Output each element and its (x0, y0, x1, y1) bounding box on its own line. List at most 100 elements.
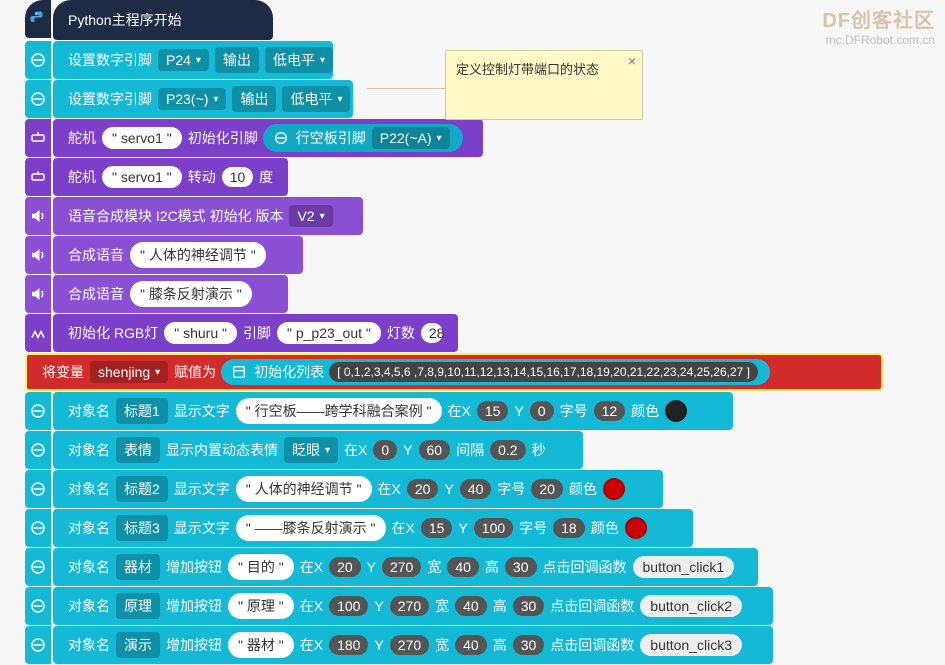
version-dropdown[interactable]: V2▾ (289, 205, 332, 227)
servo-rotate-block[interactable]: 舵机 " servo1 " 转动 10 度 (53, 158, 288, 196)
y-input[interactable]: 40 (460, 479, 492, 499)
block-label: 合成语音 (68, 245, 124, 265)
h-input[interactable]: 30 (513, 596, 545, 616)
object-dropdown[interactable]: 表情 (116, 437, 160, 463)
mode-dropdown[interactable]: 输出 (215, 47, 259, 73)
emoji-dropdown[interactable]: 眨眼▾ (284, 437, 338, 463)
object-dropdown[interactable]: 标题1 (116, 398, 168, 424)
text-input[interactable]: " 行空板——跨学科融合案例 " (236, 398, 442, 424)
x-input[interactable]: 15 (477, 401, 509, 421)
nested-pin-block[interactable]: 行空板引脚 P22(~A)▾ (263, 124, 463, 152)
comment-box[interactable]: × 定义控制灯带端口的状态 (445, 50, 643, 120)
inner-pin-dropdown[interactable]: P22(~A)▾ (372, 127, 450, 149)
w-input[interactable]: 40 (447, 557, 479, 577)
object-dropdown[interactable]: 标题3 (116, 515, 168, 541)
x-input[interactable]: 0 (373, 440, 397, 460)
x-input[interactable]: 20 (407, 479, 439, 499)
object-dropdown[interactable]: 演示 (116, 632, 160, 658)
h-input[interactable]: 30 (513, 635, 545, 655)
y-input[interactable]: 0 (530, 401, 554, 421)
y-input[interactable]: 270 (390, 635, 429, 655)
object-dropdown[interactable]: 标题2 (116, 476, 168, 502)
variable-dropdown[interactable]: shenjing▾ (90, 361, 168, 383)
servo-name-input[interactable]: " servo1 " (102, 166, 182, 188)
speaker-icon (25, 236, 51, 274)
init-list-block[interactable]: 初始化列表 [ 0,1,2,3,4,5,6 ,7,8,9,10,11,12,13… (221, 359, 770, 385)
h-input[interactable]: 30 (505, 557, 537, 577)
block-label: 设置数字引脚 (68, 89, 152, 109)
comment-text: 定义控制灯带端口的状态 (456, 62, 599, 77)
y-input[interactable]: 270 (382, 557, 421, 577)
block-label: 合成语音 (68, 284, 124, 304)
show-emoji-block[interactable]: 对象名 表情 显示内置动态表情 眨眼▾ 在X 0 Y 60 间隔 0.2 秒 (53, 431, 583, 469)
text-input[interactable]: " 人体的神经调节 " (130, 242, 266, 268)
servo-init-block[interactable]: 舵机 " servo1 " 初始化引脚 行空板引脚 P22(~A)▾ (53, 119, 483, 157)
text-input[interactable]: " ——膝条反射演示 " (236, 515, 386, 541)
angle-input[interactable]: 10 (222, 167, 253, 187)
x-input[interactable]: 100 (329, 596, 368, 616)
block-label: 设置数字引脚 (68, 50, 152, 70)
count-input[interactable]: 28 (421, 323, 443, 343)
hat-label: Python主程序开始 (68, 10, 182, 30)
x-input[interactable]: 15 (421, 518, 453, 538)
fontsize-input[interactable]: 20 (531, 479, 563, 499)
show-text-block[interactable]: 对象名 标题3 显示文字 " ——膝条反射演示 " 在X 15 Y 100 字号… (53, 509, 693, 547)
set-digital-pin-block[interactable]: 设置数字引脚 P23(~)▾ 输出 低电平▾ (53, 80, 353, 118)
fontsize-input[interactable]: 12 (594, 401, 626, 421)
y-input[interactable]: 100 (474, 518, 513, 538)
block-label: 初始化 RGB灯 (68, 323, 158, 343)
set-variable-block[interactable]: 将变量 shenjing▾ 赋值为 初始化列表 [ 0,1,2,3,4,5,6 … (25, 353, 883, 391)
tts-speak-block[interactable]: 合成语音 " 人体的神经调节 " (53, 236, 303, 274)
add-button-block[interactable]: 对象名 器材 增加按钮 " 目的 " 在X 20 Y 270 宽 40 高 30… (53, 548, 758, 586)
list-literal[interactable]: [ 0,1,2,3,4,5,6 ,7,8,9,10,11,12,13,14,15… (329, 362, 758, 382)
add-button-block[interactable]: 对象名 演示 增加按钮 " 器材 " 在X 180 Y 270 宽 40 高 3… (53, 626, 773, 664)
hat-block[interactable]: Python主程序开始 (53, 0, 273, 40)
speaker-icon (25, 197, 51, 235)
rgb-init-block[interactable]: 初始化 RGB灯 " shuru " 引脚 " p_p23_out " 灯数 2… (53, 314, 458, 352)
x-input[interactable]: 180 (329, 635, 368, 655)
pin-input[interactable]: " p_p23_out " (277, 322, 381, 344)
pin-icon (25, 41, 51, 79)
show-text-block[interactable]: 对象名 标题1 显示文字 " 行空板——跨学科融合案例 " 在X 15 Y 0 … (53, 392, 733, 430)
ui-icon (25, 470, 51, 508)
close-icon[interactable]: × (628, 53, 636, 69)
callback-input[interactable]: button_click2 (640, 595, 742, 617)
block-label: 转动 (188, 167, 216, 187)
object-dropdown[interactable]: 原理 (116, 593, 160, 619)
text-input[interactable]: " 目的 " (228, 554, 294, 580)
y-input[interactable]: 270 (390, 596, 429, 616)
block-label: 语音合成模块 I2C模式 初始化 版本 (68, 206, 283, 226)
text-input[interactable]: " 器材 " (228, 632, 294, 658)
ui-icon (25, 626, 51, 664)
tts-speak-block[interactable]: 合成语音 " 膝条反射演示 " (53, 275, 288, 313)
object-dropdown[interactable]: 器材 (116, 554, 160, 580)
pin-dropdown[interactable]: P24▾ (158, 49, 209, 71)
w-input[interactable]: 40 (455, 635, 487, 655)
x-input[interactable]: 20 (329, 557, 361, 577)
callback-input[interactable]: button_click1 (633, 556, 735, 578)
color-picker[interactable] (625, 517, 647, 539)
y-input[interactable]: 60 (419, 440, 451, 460)
fontsize-input[interactable]: 18 (553, 518, 585, 538)
servo-icon (25, 158, 51, 196)
w-input[interactable]: 40 (455, 596, 487, 616)
add-button-block[interactable]: 对象名 原理 增加按钮 " 原理 " 在X 100 Y 270 宽 40 高 3… (53, 587, 773, 625)
text-input[interactable]: " 膝条反射演示 " (130, 281, 252, 307)
ui-icon (25, 392, 51, 430)
color-picker[interactable] (603, 478, 625, 500)
interval-input[interactable]: 0.2 (490, 440, 525, 460)
callback-input[interactable]: button_click3 (640, 634, 742, 656)
set-digital-pin-block[interactable]: 设置数字引脚 P24▾ 输出 低电平▾ (53, 41, 333, 79)
tts-init-block[interactable]: 语音合成模块 I2C模式 初始化 版本 V2▾ (53, 197, 363, 235)
text-input[interactable]: " 人体的神经调节 " (236, 476, 372, 502)
text-input[interactable]: " 原理 " (228, 593, 294, 619)
show-text-block[interactable]: 对象名 标题2 显示文字 " 人体的神经调节 " 在X 20 Y 40 字号 2… (53, 470, 663, 508)
pin-dropdown[interactable]: P23(~)▾ (158, 88, 226, 110)
level-dropdown[interactable]: 低电平▾ (282, 86, 350, 112)
ui-icon (25, 509, 51, 547)
level-dropdown[interactable]: 低电平▾ (265, 47, 333, 73)
color-picker[interactable] (665, 400, 687, 422)
mode-dropdown[interactable]: 输出 (232, 86, 276, 112)
name-input[interactable]: " shuru " (164, 322, 237, 344)
servo-name-input[interactable]: " servo1 " (102, 127, 182, 149)
